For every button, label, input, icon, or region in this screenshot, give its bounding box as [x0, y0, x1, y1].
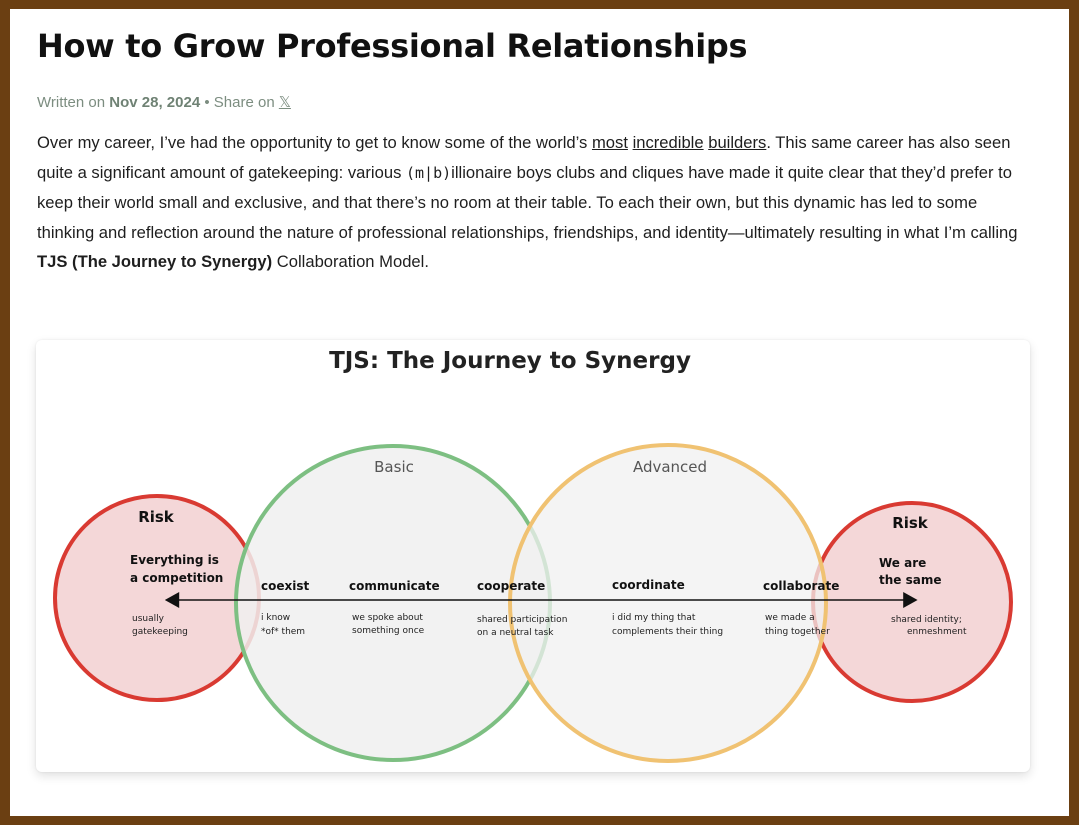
- risk-right-label: Risk: [892, 514, 929, 532]
- right-heading-line-2: the same: [879, 573, 941, 587]
- stage-coordinate-name: coordinate: [612, 578, 685, 592]
- share-label: Share on: [213, 94, 275, 111]
- right-note-line-2: enmeshment: [907, 627, 967, 637]
- basic-label: Basic: [374, 458, 414, 476]
- right-heading-line-1: We are: [879, 556, 926, 570]
- stage-collaborate-desc-2: thing together: [765, 627, 830, 637]
- stage-collaborate-desc-1: we made a: [765, 613, 815, 623]
- left-note-line-1: usually: [132, 614, 165, 624]
- link-incredible[interactable]: incredible: [632, 133, 704, 152]
- right-note-line-1: shared identity;: [891, 615, 962, 625]
- stage-collaborate-name: collaborate: [763, 579, 839, 593]
- basic-circle: [234, 444, 552, 762]
- stage-coexist-desc-1: i know: [261, 613, 290, 623]
- link-most[interactable]: most: [591, 133, 628, 152]
- risk-left-circle: [53, 494, 261, 702]
- left-heading-line-1: Everything is: [130, 553, 219, 567]
- link-builders[interactable]: builders: [708, 133, 767, 152]
- inline-code: (m|b): [406, 163, 452, 182]
- intro-paragraph: Over my career, I’ve had the opportunity…: [37, 128, 1037, 277]
- advanced-circle: [508, 443, 828, 763]
- stage-cooperate-name: cooperate: [477, 579, 545, 593]
- left-note-line-2: gatekeeping: [132, 627, 188, 637]
- publish-date: Nov 28, 2024: [109, 94, 201, 111]
- diagram-title: TJS: The Journey to Synergy: [329, 348, 691, 374]
- diagram-figure: TJS: The Journey to Synergy Risk Basic A…: [36, 340, 1030, 772]
- written-on-label: Written on: [37, 94, 106, 111]
- stage-cooperate-desc-2: on a neutral task: [477, 628, 554, 638]
- article-meta: Written on Nov 28, 2024 • Share on 𝕏: [37, 93, 291, 111]
- intro-text-3: illionaire boys clubs and cliques have m…: [37, 162, 1018, 242]
- stage-coordinate-desc-2: complements their thing: [612, 627, 723, 637]
- page-title: How to Grow Professional Relationships: [37, 27, 748, 65]
- intro-text-1: Over my career, I’ve had the opportunity…: [37, 133, 588, 152]
- stage-communicate-desc-1: we spoke about: [352, 613, 423, 623]
- model-name: TJS (The Journey to Synergy): [37, 252, 273, 272]
- stage-cooperate-desc-1: shared participation: [477, 615, 567, 625]
- intro-text-4: Collaboration Model.: [276, 252, 429, 272]
- journey-diagram: TJS: The Journey to Synergy Risk Basic A…: [53, 348, 1013, 763]
- stage-coordinate-desc-1: i did my thing that: [612, 613, 696, 623]
- stage-communicate-name: communicate: [349, 579, 440, 593]
- risk-right-circle: [811, 501, 1013, 703]
- stage-communicate-desc-2: something once: [352, 626, 425, 636]
- risk-left-label: Risk: [138, 508, 175, 526]
- stage-coexist-name: coexist: [261, 579, 309, 593]
- article-page: How to Grow Professional Relationships W…: [10, 9, 1069, 816]
- x-icon[interactable]: 𝕏: [278, 94, 291, 111]
- left-heading-line-2: a competition: [130, 571, 223, 585]
- meta-separator: •: [204, 94, 210, 111]
- intro-text-2: . This same career has also seen quite a…: [37, 133, 1011, 182]
- stage-coexist-desc-2: *of* them: [261, 627, 305, 637]
- advanced-label: Advanced: [633, 458, 707, 476]
